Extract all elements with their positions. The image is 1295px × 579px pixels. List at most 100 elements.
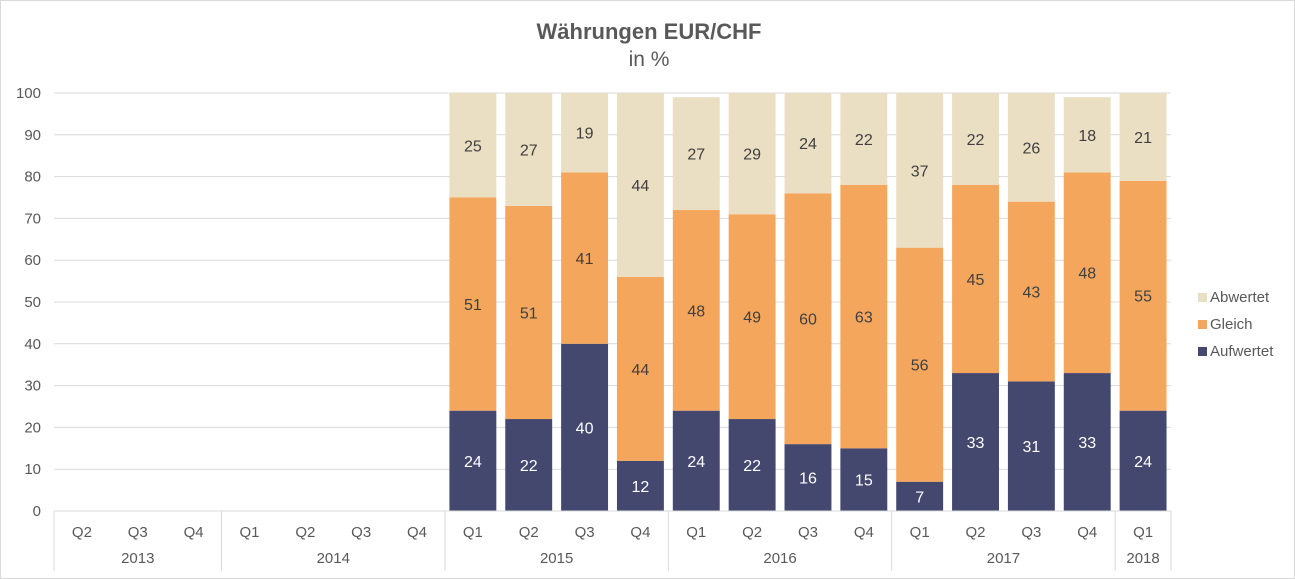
x-tick-label: Q4 [1077, 524, 1097, 541]
y-tick-label: 90 [24, 127, 41, 144]
data-label: 27 [520, 142, 538, 159]
bar-segment [672, 210, 720, 411]
y-tick-label: 20 [24, 419, 41, 436]
y-tick-label: 80 [24, 169, 41, 186]
x-tick-label: Q4 [630, 524, 650, 541]
x-tick-label: Q1 [910, 524, 930, 541]
data-label: 56 [911, 358, 929, 375]
gridlines [54, 92, 1171, 470]
x-tick-label: Q2 [519, 524, 539, 541]
bar-segment [784, 444, 832, 511]
bar-segment [952, 184, 999, 374]
x-tick-label: Q2 [966, 524, 986, 541]
bar-segment [561, 172, 609, 344]
x-tick-label: Q1 [1133, 524, 1153, 541]
data-labels: 24 51 25 22 51 27 40 41 19 12 44 44 24 48 27 22 49 29 16 60… [464, 126, 1152, 507]
y-tick-label: 70 [24, 210, 41, 227]
data-label: 15 [855, 473, 873, 490]
data-label: 51 [520, 305, 538, 322]
bar-segment [728, 419, 776, 511]
y-tick-label: 60 [24, 252, 41, 269]
year-label: 2014 [317, 550, 350, 567]
bar-segment [896, 481, 944, 511]
bar-segment [616, 460, 664, 511]
axes: 0 10 20 30 40 50 60 70 80 90 100 Q2 Q3 Q4 Q1 Q2 Q3 Q4 Q1 Q2… [16, 85, 1172, 571]
data-label: 27 [687, 147, 705, 164]
data-label: 43 [1022, 285, 1040, 302]
data-label: 18 [1078, 128, 1096, 145]
data-label: 29 [743, 147, 761, 164]
legend-swatch [1198, 347, 1207, 356]
x-tick-label: Q1 [463, 524, 483, 541]
bar-segment [1063, 97, 1111, 173]
legend-swatch [1198, 320, 1207, 329]
data-label: 49 [743, 310, 761, 327]
legend: Abwertet Gleich Aufwertet [1198, 289, 1274, 360]
data-label: 24 [464, 454, 482, 471]
bar-segment [561, 343, 609, 511]
bar-segment [896, 247, 944, 482]
data-label: 7 [915, 489, 924, 506]
x-tick-label: Q2 [72, 524, 92, 541]
legend-swatch [1198, 293, 1207, 302]
y-tick-label: 100 [16, 85, 41, 102]
bar-segment [672, 410, 720, 511]
bar-segment [672, 97, 720, 211]
bar-segment [1119, 410, 1167, 511]
bar-segment [952, 373, 999, 511]
data-label: 22 [855, 132, 873, 149]
data-label: 44 [632, 362, 650, 379]
bar-segment [505, 205, 553, 420]
data-label: 16 [799, 471, 817, 488]
bar-segment [1119, 93, 1167, 181]
data-label: 48 [687, 303, 705, 320]
bar-segment [505, 93, 553, 206]
year-label: 2016 [763, 550, 796, 567]
data-label: 45 [967, 272, 985, 289]
bar-segment [561, 93, 609, 173]
x-tick-label: Q1 [239, 524, 259, 541]
bar-segment [784, 193, 832, 445]
data-label: 19 [576, 126, 594, 143]
x-tick-label: Q3 [128, 524, 148, 541]
bar-segment [840, 184, 888, 449]
bar-segment [840, 448, 888, 511]
data-label: 24 [1134, 454, 1152, 471]
x-tick-label: Q4 [184, 524, 204, 541]
x-tick-label: Q3 [351, 524, 371, 541]
bar-segment [728, 93, 776, 215]
x-tick-label: Q4 [854, 524, 874, 541]
bar-segment [840, 93, 888, 185]
data-label: 24 [687, 454, 705, 471]
x-tick-label: Q2 [295, 524, 315, 541]
data-label: 40 [576, 420, 594, 437]
year-label: 2017 [987, 550, 1020, 567]
bar-segment [1007, 381, 1055, 511]
data-label: 24 [799, 136, 817, 153]
data-label: 44 [632, 178, 650, 195]
bar-segment [616, 93, 664, 277]
x-tick-label: Q3 [798, 524, 818, 541]
data-label: 22 [520, 458, 538, 475]
bar-segment [1063, 172, 1111, 374]
bar-segment [449, 93, 497, 198]
bar-segment [1007, 93, 1055, 202]
bars [449, 93, 1167, 511]
data-label: 33 [1078, 435, 1096, 452]
bar-segment [505, 419, 553, 511]
data-label: 12 [632, 479, 650, 496]
bar-segment [1007, 201, 1055, 382]
y-tick-label: 30 [24, 378, 41, 395]
year-label: 2015 [540, 550, 573, 567]
data-label: 26 [1022, 140, 1040, 157]
bar-segment [449, 197, 497, 411]
bar-segment [616, 276, 664, 461]
y-tick-label: 0 [33, 503, 41, 520]
data-label: 21 [1134, 130, 1152, 147]
data-label: 63 [855, 310, 873, 327]
y-tick-label: 40 [24, 336, 41, 353]
chart-subtitle: in % [629, 48, 670, 71]
bar-segment [449, 410, 497, 511]
bar-segment [728, 214, 776, 420]
